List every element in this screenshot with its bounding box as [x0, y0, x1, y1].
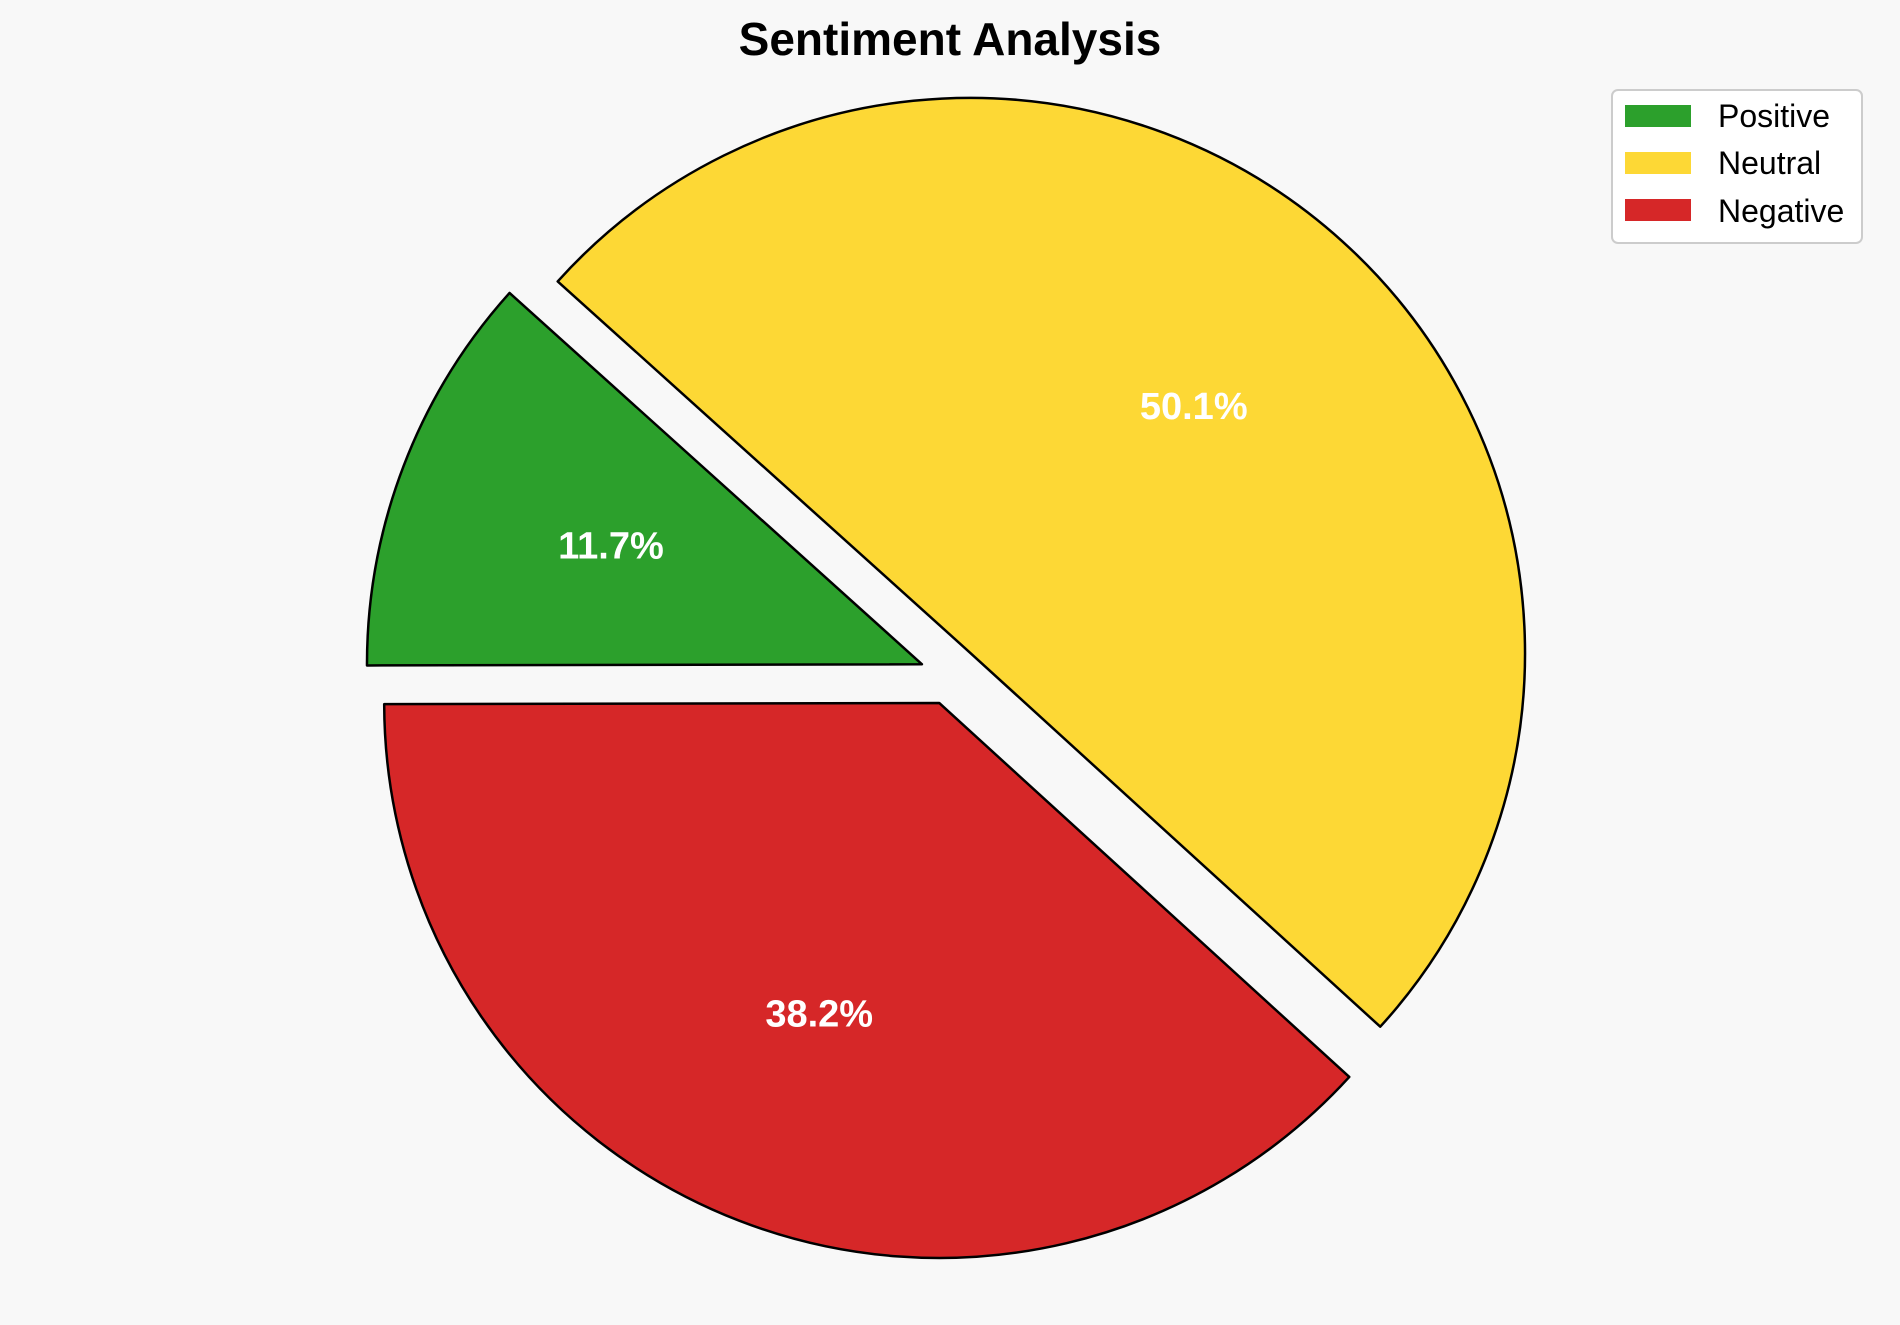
pie-slice-positive	[365, 291, 924, 667]
pie-slice-neutral	[556, 96, 1527, 1028]
slice-label-negative: 38.2%	[765, 994, 873, 1036]
chart-title: Sentiment Analysis	[739, 13, 1162, 65]
legend-label-neutral: Neutral	[1718, 145, 1821, 181]
pie-slice-labels: 11.7% 38.2% 50.1%	[558, 386, 1247, 1036]
legend: Positive Neutral Negative	[1611, 89, 1863, 244]
legend-swatch-negative	[1625, 199, 1691, 221]
legend-swatch-positive	[1625, 105, 1691, 127]
legend-label-positive: Positive	[1718, 98, 1830, 134]
pie-slices	[365, 96, 1527, 1260]
slice-label-positive: 11.7%	[558, 525, 664, 567]
pie-slice-negative	[382, 701, 1351, 1260]
legend-swatch-neutral	[1625, 152, 1691, 174]
slice-label-neutral: 50.1%	[1140, 386, 1248, 428]
legend-label-negative: Negative	[1718, 193, 1844, 229]
